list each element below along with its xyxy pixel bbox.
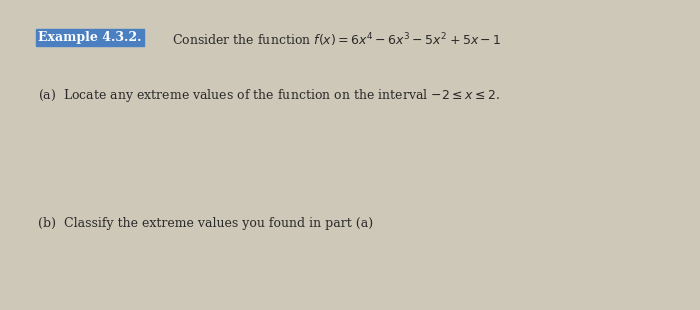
- Text: Example 4.3.2.: Example 4.3.2.: [38, 31, 142, 44]
- Text: (a)  Locate any extreme values of the function on the interval $-2 \leq x \leq 2: (a) Locate any extreme values of the fun…: [38, 87, 500, 104]
- Text: Consider the function $f(x) = 6x^4 - 6x^3 - 5x^2 + 5x - 1$: Consider the function $f(x) = 6x^4 - 6x^…: [172, 31, 501, 49]
- Text: (b)  Classify the extreme values you found in part (a): (b) Classify the extreme values you foun…: [38, 217, 374, 230]
